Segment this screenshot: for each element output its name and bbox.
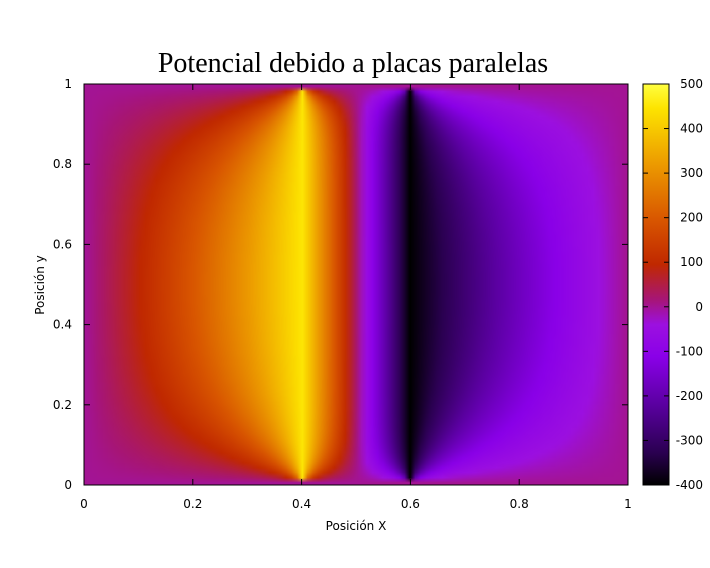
x-tick-label: 0.2 [183,497,202,511]
colorbar-axis: 500 400 300 200 100 0 -100 -200 -300 -400 [643,77,703,492]
y-tick-label: 0 [64,478,72,492]
colorbar-tick-label: -100 [676,344,703,358]
x-axis: 0 0.2 0.4 0.6 0.8 1 [80,84,632,511]
colorbar-tick-label: -200 [676,389,703,403]
colorbar [642,83,670,486]
x-tick-label: 0 [80,497,88,511]
colorbar-tick-label: 300 [680,166,703,180]
colorbar-tick-label: 400 [680,122,703,136]
x-tick-label: 0.6 [401,497,420,511]
x-tick-label: 0.4 [292,497,311,511]
y-axis: 0 0.2 0.4 0.6 0.8 1 [53,77,628,492]
plot-frame [83,83,629,486]
colorbar-tick-label: 0 [695,300,703,314]
colorbar-tick-label: -400 [676,478,703,492]
y-axis-label: Posición y [33,255,47,315]
x-axis-label: Posición X [326,519,387,533]
y-tick-label: 0.8 [53,157,72,171]
y-tick-label: 0.2 [53,398,72,412]
y-tick-label: 0.4 [53,318,72,332]
y-tick-label: 1 [64,77,72,91]
x-tick-label: 1 [624,497,632,511]
y-tick-label: 0.6 [53,237,72,251]
colorbar-tick-label: 200 [680,211,703,225]
colorbar-tick-label: 500 [680,77,703,91]
colorbar-tick-label: -300 [676,433,703,447]
x-tick-label: 0.8 [510,497,529,511]
chart-title: Potencial debido a placas paralelas [158,48,548,79]
heatmap-field [84,84,628,485]
colorbar-tick-label: 100 [680,255,703,269]
